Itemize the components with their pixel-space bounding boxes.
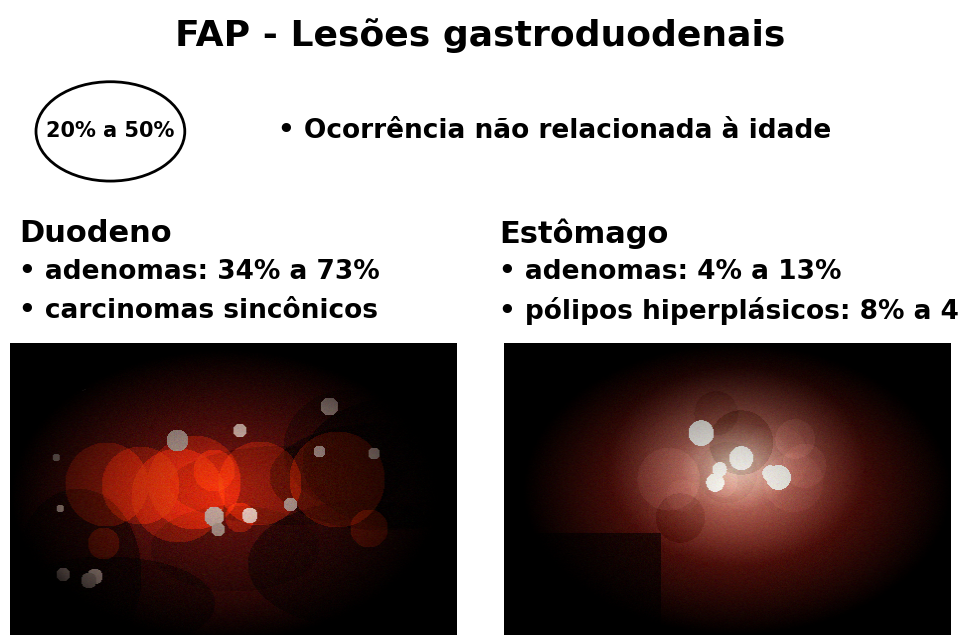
Text: Estômago: Estômago (499, 219, 668, 249)
Text: • adenomas: 4% a 13%: • adenomas: 4% a 13% (499, 260, 842, 285)
Text: • adenomas: 34% a 73%: • adenomas: 34% a 73% (19, 260, 380, 285)
Text: Duodeno: Duodeno (19, 219, 172, 249)
Text: FAP - Lesões gastroduodenais: FAP - Lesões gastroduodenais (175, 18, 785, 53)
Text: • pólipos hiperplásicos: 8% a 44%: • pólipos hiperplásicos: 8% a 44% (499, 297, 960, 325)
Text: 20% a 50%: 20% a 50% (46, 121, 175, 142)
Text: • Ocorrência não relacionada à idade: • Ocorrência não relacionada à idade (278, 119, 831, 144)
Text: • carcinomas sincônicos: • carcinomas sincônicos (19, 298, 378, 324)
